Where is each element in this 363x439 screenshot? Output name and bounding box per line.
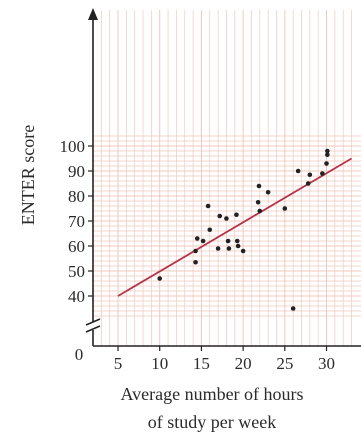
data-point xyxy=(193,259,198,265)
data-point xyxy=(217,213,223,219)
data-point xyxy=(226,246,232,251)
tick-labels: 5 10 15 20 25 30 40 50 60 70 80 90 100 xyxy=(60,137,336,373)
y-tick-label: 40 xyxy=(68,287,85,306)
x-tick-label: 10 xyxy=(151,354,168,373)
data-point xyxy=(193,248,198,254)
x-tick-label: 5 xyxy=(114,354,123,373)
data-point xyxy=(282,206,288,211)
x-tick-label: 30 xyxy=(318,354,335,373)
data-point xyxy=(225,238,231,244)
data-point xyxy=(240,248,246,254)
data-point xyxy=(207,227,213,233)
data-point xyxy=(235,243,241,249)
data-point xyxy=(157,276,163,281)
y-tick-label: 100 xyxy=(60,137,86,156)
y-tick-label: 90 xyxy=(68,162,85,181)
grid xyxy=(93,10,361,346)
data-point xyxy=(256,183,262,189)
data-point xyxy=(215,246,221,251)
data-point xyxy=(194,236,200,241)
data-point xyxy=(205,203,211,209)
y-tick-label: 60 xyxy=(68,237,85,256)
x-tick-label: 25 xyxy=(276,354,293,373)
x-tick-label: 20 xyxy=(235,354,252,373)
x-axis-title-line-2: of study per week xyxy=(148,412,276,432)
data-point xyxy=(200,238,206,244)
x-axis-title-line-1: Average number of hours xyxy=(120,384,303,404)
data-point xyxy=(320,171,325,176)
data-point xyxy=(265,189,271,195)
y-tick-label: 70 xyxy=(68,212,85,231)
x-tick-label: 15 xyxy=(193,354,210,373)
y-tick-label: 80 xyxy=(68,187,85,206)
origin-label: 0 xyxy=(75,345,84,364)
data-point xyxy=(255,199,261,205)
data-point xyxy=(290,306,296,311)
data-point xyxy=(257,208,263,214)
trend-line xyxy=(117,157,352,297)
data-point xyxy=(234,212,239,218)
data-points xyxy=(157,148,330,311)
axis-break-mark xyxy=(85,318,101,326)
data-point xyxy=(307,172,313,178)
data-point xyxy=(325,148,330,154)
data-point xyxy=(295,168,301,174)
axes xyxy=(85,8,361,351)
data-point xyxy=(224,216,229,221)
data-point xyxy=(234,238,240,244)
y-axis-arrow xyxy=(88,8,98,20)
axis-break-mark xyxy=(85,325,101,333)
y-tick-label: 50 xyxy=(68,262,85,281)
y-axis-title: ENTER score xyxy=(18,125,38,225)
data-point xyxy=(324,161,329,166)
data-point xyxy=(305,181,311,186)
axis-break-gap xyxy=(85,322,101,330)
data-point xyxy=(325,152,330,158)
